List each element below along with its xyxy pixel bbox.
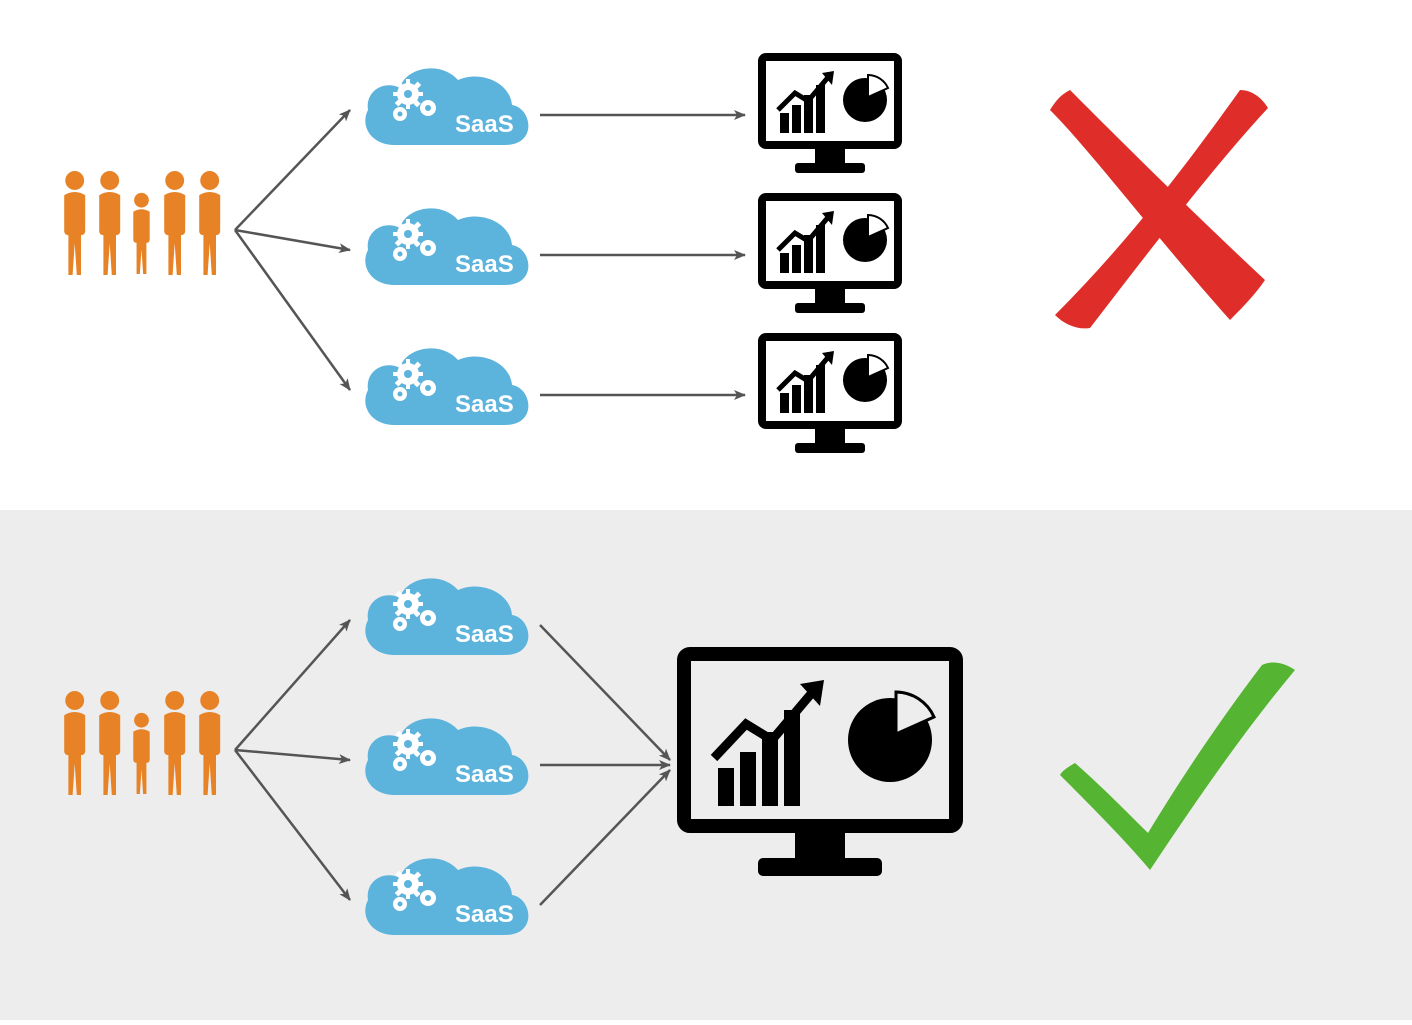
saas-cloud-icon: SaaS [365, 578, 528, 655]
cloud-label: SaaS [455, 621, 514, 648]
dashboard-monitor-icon [762, 57, 898, 173]
dashboard-monitor-icon [762, 197, 898, 313]
diagram-panel-wrong: SaaS SaaS SaaS [0, 0, 1412, 510]
dashboard-monitor-icon [684, 654, 956, 876]
saas-cloud-icon: SaaS [365, 718, 528, 795]
correct-check-icon [1060, 663, 1295, 870]
arrows-people-to-clouds [235, 620, 350, 900]
cloud-label: SaaS [455, 761, 514, 788]
people-group-icon [64, 171, 220, 275]
arrows-people-to-clouds [235, 110, 350, 390]
saas-cloud-icon: SaaS [365, 858, 528, 935]
diagram-svg-top: SaaS SaaS SaaS [0, 0, 1412, 510]
people-group-icon [64, 691, 220, 795]
arrows-clouds-to-dashboards [540, 115, 745, 395]
wrong-x-icon [1050, 90, 1268, 328]
arrows-clouds-to-dashboard [540, 625, 670, 905]
cloud-label: SaaS [455, 111, 514, 138]
cloud-label: SaaS [455, 391, 514, 418]
saas-cloud-icon: SaaS [365, 348, 528, 425]
diagram-panel-right: SaaS SaaS SaaS [0, 510, 1412, 1020]
saas-cloud-icon: SaaS [365, 208, 528, 285]
cloud-label: SaaS [455, 251, 514, 278]
diagram-svg-bottom: SaaS SaaS SaaS [0, 510, 1412, 1020]
cloud-label: SaaS [455, 901, 514, 928]
saas-cloud-icon: SaaS [365, 68, 528, 145]
dashboard-monitor-icon [762, 337, 898, 453]
